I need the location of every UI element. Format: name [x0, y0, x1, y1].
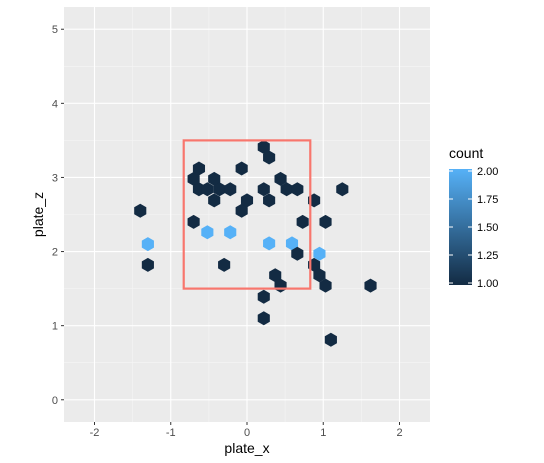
legend-labels: 2.00 1.75 1.50 1.25 1.00 — [477, 166, 498, 290]
y-tick-label: 3 — [52, 172, 58, 184]
hexbin — [313, 268, 326, 283]
legend: count 2.00 1.75 1.50 1.25 1.00 — [449, 145, 498, 290]
hexbin — [224, 182, 237, 197]
hexbin — [285, 236, 299, 251]
hexbin — [141, 257, 154, 272]
hexbin — [257, 140, 270, 155]
hexbin — [201, 182, 214, 197]
hexbin — [201, 225, 214, 240]
axis-tick-labels: -2 -1 0 1 2 0 1 2 3 4 5 — [52, 24, 403, 439]
legend-label: 1.75 — [477, 194, 498, 206]
hexbin — [187, 214, 200, 229]
legend-title: count — [449, 145, 483, 161]
hexbins — [134, 140, 377, 347]
hexbin — [134, 203, 147, 218]
hexbin — [291, 246, 304, 261]
hexbin — [257, 289, 270, 304]
y-tick-label: 0 — [52, 395, 58, 407]
hexbin — [263, 193, 276, 208]
hexbin — [263, 236, 276, 251]
hexbin — [208, 193, 221, 208]
x-tick-label: -1 — [166, 427, 176, 439]
hexbin — [296, 214, 309, 229]
y-tick-label: 4 — [52, 98, 58, 110]
x-axis-title: plate_x — [224, 440, 269, 456]
legend-label: 1.00 — [477, 278, 498, 290]
y-axis-title: plate_z — [30, 192, 46, 237]
x-tick-label: 1 — [320, 427, 326, 439]
grid-lines — [64, 7, 430, 422]
hexbin — [224, 225, 237, 240]
hexbin — [291, 182, 304, 197]
legend-label: 2.00 — [477, 166, 498, 178]
axis-ticks — [61, 28, 400, 425]
hexbin — [280, 182, 293, 197]
hexbin — [213, 182, 226, 197]
legend-colorbar — [449, 169, 472, 285]
hexbin — [319, 278, 332, 293]
legend-label: 1.25 — [477, 250, 498, 262]
legend-ticks — [449, 170, 472, 284]
hexbin — [240, 193, 254, 208]
hexbin — [141, 237, 154, 252]
hexbin — [364, 278, 377, 293]
strike-zone-box — [182, 139, 312, 290]
hexbin — [336, 182, 349, 197]
hexbin — [218, 257, 231, 272]
x-tick-label: 2 — [396, 427, 402, 439]
y-tick-label: 5 — [52, 24, 58, 36]
hexbin — [263, 150, 276, 165]
legend-label: 1.50 — [477, 222, 498, 234]
hexbin — [235, 203, 248, 218]
y-tick-label: 2 — [52, 247, 58, 259]
hexbin — [274, 171, 287, 186]
hexbin — [313, 246, 326, 261]
hexbin — [187, 171, 200, 186]
x-tick-label: -2 — [90, 427, 100, 439]
hexbin — [324, 332, 337, 347]
hexbin — [208, 171, 221, 186]
x-tick-label: 0 — [244, 427, 250, 439]
hexbin — [235, 161, 248, 176]
hexbin — [192, 161, 206, 176]
hexbin — [257, 311, 270, 326]
hexbin — [257, 182, 270, 197]
hexbin — [319, 214, 332, 229]
y-tick-label: 1 — [52, 321, 58, 333]
hexbin — [269, 268, 282, 283]
